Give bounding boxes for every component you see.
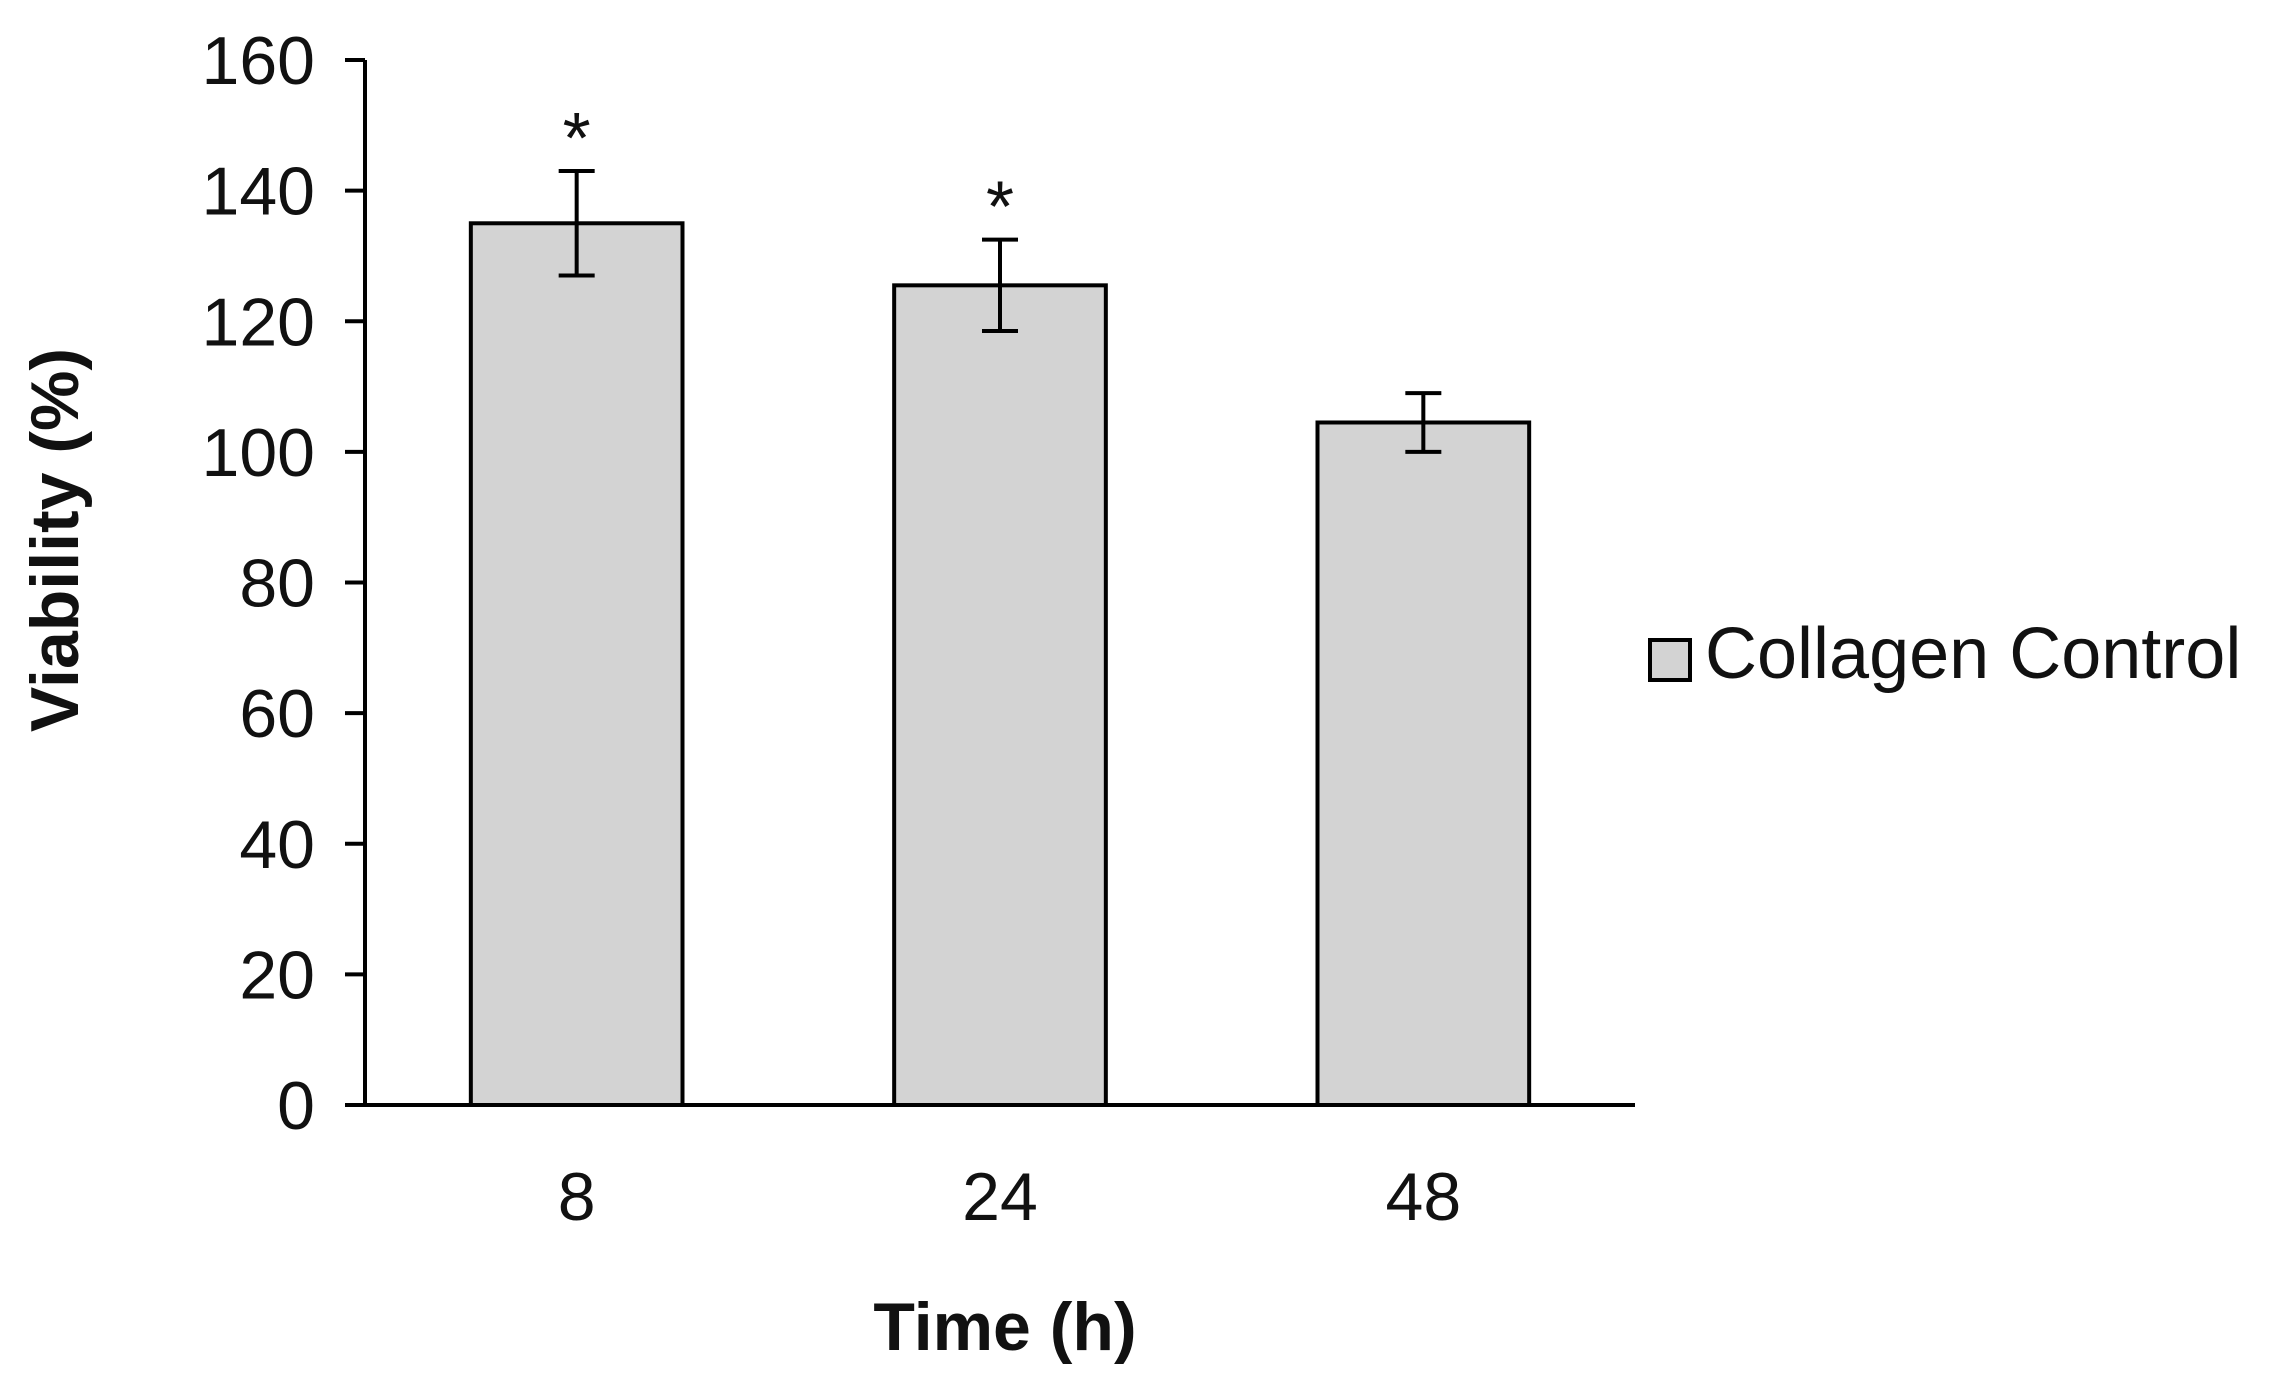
y-tick-label: 80 [239,546,315,622]
x-tick-label: 24 [962,1159,1038,1235]
legend: Collagen Control [1648,614,2241,694]
x-axis: 8 24 48 [365,1103,1635,1235]
y-tick-label: 0 [277,1068,315,1144]
y-tick-label: 60 [239,676,315,752]
y-tick-label: 100 [202,415,315,491]
y-tick-label: 120 [202,284,315,360]
x-axis-title: Time (h) [873,1289,1136,1365]
bar [1315,420,1532,1107]
bar [468,221,685,1107]
y-tick-label: 140 [202,154,315,230]
y-tick-label: 20 [239,937,315,1013]
significance-marker: * [986,168,1014,248]
legend-swatch [1648,638,1692,682]
y-tick-label: 40 [239,807,315,883]
legend-label: Collagen Control [1705,614,2241,694]
y-tick-label: 160 [202,23,315,99]
bars: ** [468,99,1532,1107]
x-tick-label: 8 [558,1159,596,1235]
y-axis-title: Viability (%) [17,348,93,732]
bar [892,283,1108,1107]
significance-marker: * [563,99,591,179]
y-axis: 0 20 40 60 80 100 120 140 160 [202,23,367,1144]
x-tick-label: 48 [1386,1159,1462,1235]
